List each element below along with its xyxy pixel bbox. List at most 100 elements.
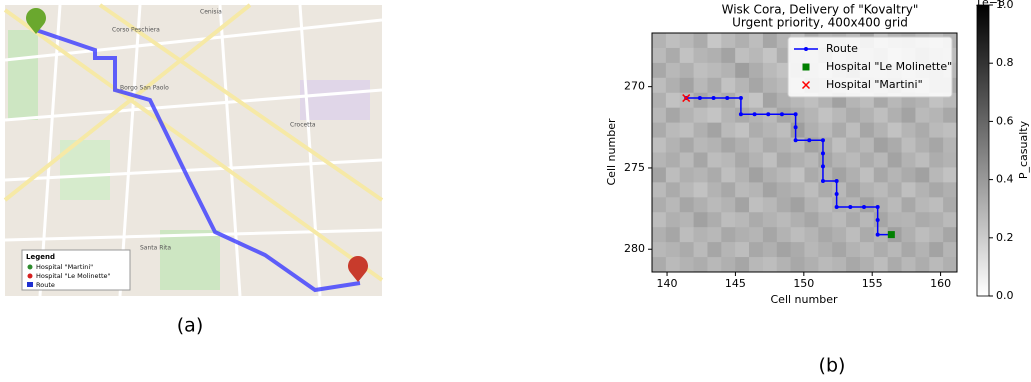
heatmap-cell (832, 197, 847, 213)
heatmap-cell (818, 182, 833, 198)
heatmap-cell (846, 212, 861, 228)
heatmap-cell (818, 197, 833, 213)
heatmap-cell (721, 77, 736, 94)
heatmap-cell (762, 92, 778, 109)
heatmap-cell (873, 152, 889, 168)
heatmap-cell (693, 92, 708, 109)
streets (3, 3, 384, 297)
heatmap-cell (832, 122, 847, 139)
route-point (779, 112, 784, 117)
heatmap-cell (859, 152, 875, 168)
heatmap-cell (665, 33, 681, 49)
heatmap-cell (846, 197, 861, 213)
heatmap-cell (901, 197, 916, 213)
heatmap-cell (707, 77, 722, 94)
colorbar-tick-label: 0.6 (996, 114, 1014, 127)
heatmap-cell (707, 167, 722, 183)
route-point (848, 204, 853, 209)
heatmap-cell (790, 227, 805, 243)
heatmap-cell (749, 242, 764, 258)
hospital-marker (682, 94, 691, 103)
colorbar-label: P_casualty (1017, 120, 1030, 179)
heatmap-cell (943, 107, 958, 124)
heatmap-cell (873, 137, 889, 153)
heatmap-cell (665, 107, 681, 124)
chart-title: Wisk Cora, Delivery of "Kovaltry" (722, 3, 919, 17)
heatmap-cell (665, 257, 681, 273)
heatmap-cell (832, 167, 847, 183)
heatmap-cell (652, 92, 667, 109)
heatmap-cell (735, 62, 750, 79)
heatmap-cell (665, 77, 681, 94)
legend-box (787, 36, 953, 98)
heatmap-cell (832, 242, 847, 258)
heatmap-cell (707, 122, 722, 139)
heatmap-cell (735, 212, 750, 228)
heatmap-cell (679, 137, 695, 153)
y-tick-label: 270 (624, 80, 645, 93)
heatmap-cell (665, 137, 681, 153)
heatmap-cell (901, 182, 916, 198)
heatmap-cell (652, 47, 667, 64)
y-tick-label: 275 (624, 161, 645, 174)
heatmap-cell (665, 92, 681, 109)
heatmap-cell (652, 182, 667, 198)
street-label: Cenisia (200, 9, 222, 16)
heatmap-cell (804, 197, 819, 213)
route-point (875, 217, 880, 222)
heatmap-cell (693, 152, 708, 168)
pin-martini (25, 8, 46, 34)
plot-frame (651, 32, 958, 273)
heatmap-cell (832, 182, 847, 198)
heatmap-cell (665, 47, 681, 64)
route-point (861, 204, 866, 209)
route-point (820, 164, 825, 169)
heatmap-cell (652, 137, 667, 153)
heatmap-cell (915, 242, 930, 258)
legend-label: Route (826, 42, 858, 55)
legend-item: Route (36, 281, 55, 289)
heatmap-cell (707, 227, 722, 243)
colorbar (976, 4, 990, 297)
heatmap-cell (804, 257, 819, 273)
legend-box (21, 249, 131, 291)
heatmap-cell (818, 122, 833, 139)
heatmap-cell (804, 152, 819, 168)
heatmap-cell (818, 212, 833, 228)
heatmap-cell (846, 107, 861, 124)
heatmap-cell (721, 242, 736, 258)
x-axis-label: Cell number (771, 293, 838, 306)
heatmap-cell (665, 242, 681, 258)
heatmap-cell (721, 92, 736, 109)
heatmap-cell (749, 137, 764, 153)
heatmap-cell (818, 152, 833, 168)
heatmap-cell (735, 182, 750, 198)
heatmap-cell (707, 107, 722, 124)
route-point (834, 191, 839, 196)
heatmap-cell (749, 92, 764, 109)
route-point (725, 96, 730, 101)
heatmap-cell (846, 167, 861, 183)
heatmap-cell (707, 257, 722, 273)
heatmap-cell (776, 197, 792, 213)
heatmap-cell (901, 257, 916, 273)
heatmap-cell (859, 167, 875, 183)
heatmap-cell (665, 62, 681, 79)
heatmap-cell (762, 152, 778, 168)
heatmap-cell (929, 197, 944, 213)
street-label: Santa Rita (140, 245, 171, 252)
heatmap-cell (679, 122, 695, 139)
heatmap-cell (749, 33, 764, 49)
heatmap-cell (859, 182, 875, 198)
heatmap-cell (721, 212, 736, 228)
heatmap-cell (943, 242, 958, 258)
heatmap-cell (915, 257, 930, 273)
heatmap-cell (679, 152, 695, 168)
heatmap-cell (915, 227, 930, 243)
heatmap-cell (887, 242, 903, 258)
heatmap-cell (665, 197, 681, 213)
heatmap-cell (901, 152, 916, 168)
heatmap-cell (846, 227, 861, 243)
heatmap-cell (707, 92, 722, 109)
heatmap-cell (776, 92, 792, 109)
